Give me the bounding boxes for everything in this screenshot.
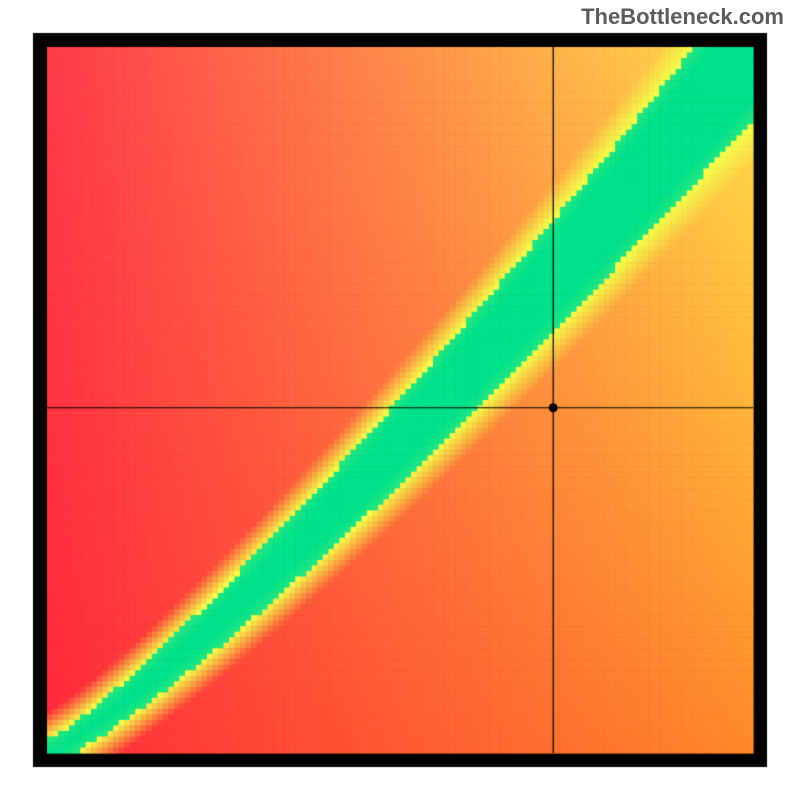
watermark-text: TheBottleneck.com — [581, 4, 784, 30]
bottleneck-heatmap — [0, 0, 800, 800]
